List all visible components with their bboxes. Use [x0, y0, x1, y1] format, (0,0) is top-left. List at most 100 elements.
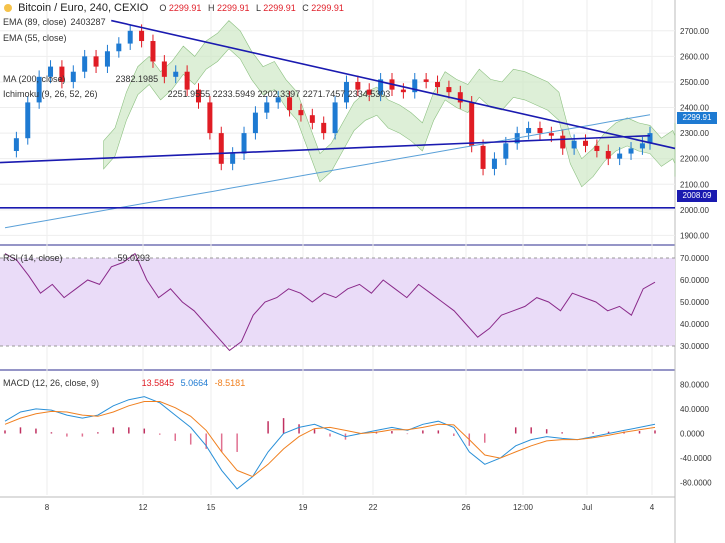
- candle-body: [104, 51, 110, 67]
- x-tick-label: 12: [139, 503, 148, 512]
- axes: 8 12 15 19 22 26 12:00 Jul 4 1900.00 2000.00 2100.0…: [45, 27, 712, 512]
- y-tick-label: 2600.00: [680, 52, 709, 61]
- candle-body: [560, 135, 566, 149]
- candle-body: [639, 143, 645, 149]
- candle-body: [446, 87, 452, 93]
- rsi-line: [4, 252, 656, 352]
- candle-body: [480, 145, 486, 169]
- candle-body: [491, 158, 497, 169]
- candle-body: [218, 133, 224, 164]
- candle-body: [173, 71, 179, 77]
- rsi-y-tick-label: 30.0000: [680, 342, 709, 351]
- candle-body: [647, 133, 653, 144]
- last-price-tag: 2299.91: [677, 112, 717, 124]
- macd-pane[interactable]: [4, 396, 656, 490]
- ohlc-readout: O 2299.91 H 2299.91 L 2299.91 C 2299.91: [159, 3, 344, 13]
- y-tick-label: 1900.00: [680, 231, 709, 240]
- candle-body: [161, 61, 167, 77]
- candle-body: [617, 153, 623, 159]
- legend-ichimoku[interactable]: Ichimoku (9, 26, 52, 26) 2251.9555 2233.5…: [3, 89, 391, 99]
- x-tick-label: 15: [207, 503, 216, 512]
- candle-body: [343, 81, 349, 103]
- macd-line: [4, 396, 656, 490]
- rsi-y-tick-label: 50.0000: [680, 298, 709, 307]
- candle-body: [287, 97, 293, 111]
- legend-rsi[interactable]: RSI (14, close) 59.0293: [3, 253, 151, 263]
- candle-body: [70, 71, 76, 82]
- candle-body: [526, 127, 532, 134]
- symbol-status-icon: [4, 4, 12, 13]
- ichimoku-cloud: [103, 20, 676, 188]
- trendline-descending: [111, 19, 676, 150]
- x-tick-label: 19: [299, 503, 308, 512]
- candle-body: [93, 56, 99, 67]
- x-tick-label: 26: [462, 503, 471, 512]
- y-tick-label: 2200.00: [680, 155, 709, 164]
- candle-body: [252, 112, 258, 134]
- candle-body: [571, 140, 577, 149]
- price-pane[interactable]: [0, 19, 676, 229]
- candle-body: [583, 140, 588, 146]
- candle-body: [13, 138, 19, 152]
- macd-y-tick-label: 40.0000: [680, 405, 709, 414]
- candle-body: [355, 81, 361, 90]
- y-tick-label: 2000.00: [680, 206, 709, 215]
- macd-y-tick-label: 80.0000: [680, 380, 709, 389]
- legend-ma200[interactable]: MA (200, close) 2382.1985: [3, 74, 159, 84]
- candle-body: [207, 102, 213, 134]
- candle-body: [332, 102, 338, 134]
- macd-y-tick-label: -40.0000: [680, 454, 712, 463]
- candle-body: [127, 30, 133, 44]
- ma200-line: [4, 114, 651, 229]
- rsi-y-tick-label: 60.0000: [680, 276, 709, 285]
- candle-body: [184, 71, 190, 90]
- chart-header: Bitcoin / Euro, 240, CEXIO O 2299.91 H 2…: [4, 2, 348, 14]
- candle-body: [139, 30, 145, 42]
- y-tick-label: 2300.00: [680, 129, 709, 138]
- candle-body: [275, 97, 281, 103]
- candle-body: [48, 66, 54, 77]
- candle-body: [366, 89, 372, 95]
- candle-body: [309, 115, 315, 123]
- candle-body: [423, 79, 429, 82]
- legend-ema55[interactable]: EMA (55, close): [3, 33, 67, 43]
- candle-body: [400, 89, 406, 93]
- candle-body: [82, 56, 88, 72]
- symbol-title[interactable]: Bitcoin / Euro, 240, CEXIO: [18, 2, 149, 14]
- macd-signal-line: [4, 401, 656, 478]
- y-tick-label: 2100.00: [680, 180, 709, 189]
- x-tick-label: 8: [45, 503, 50, 512]
- trendline-ascending: [0, 134, 651, 164]
- x-tick-label: 4: [650, 503, 655, 512]
- legend-macd[interactable]: MACD (12, 26, close, 9) 13.5845 5.0664 -…: [3, 378, 246, 388]
- macd-y-tick-label: 0.0000: [680, 430, 705, 439]
- macd-y-tick-label: -80.0000: [680, 479, 712, 488]
- candle-body: [150, 41, 156, 62]
- candle-body: [25, 102, 31, 139]
- rsi-y-tick-label: 70.0000: [680, 254, 709, 263]
- y-tick-label: 2400.00: [680, 104, 709, 113]
- candle-body: [241, 133, 247, 154]
- candle-body: [378, 79, 384, 95]
- y-tick-label: 2500.00: [680, 78, 709, 87]
- x-tick-label: 22: [369, 503, 378, 512]
- x-tick-label: 12:00: [513, 503, 534, 512]
- candle-body: [59, 66, 65, 82]
- support-price-tag: 2008.09: [677, 190, 717, 202]
- candle-body: [469, 102, 475, 146]
- candle-body: [628, 148, 634, 154]
- candle-body: [594, 145, 600, 152]
- rsi-band: [0, 258, 675, 346]
- candle-body: [435, 81, 441, 88]
- rsi-pane[interactable]: [0, 252, 675, 352]
- candle-body: [230, 153, 236, 164]
- candle-body: [503, 143, 509, 159]
- candle-body: [605, 151, 611, 159]
- candle-body: [457, 92, 463, 103]
- y-tick-label: 2700.00: [680, 27, 709, 36]
- candle-body: [537, 127, 543, 134]
- candle-body: [116, 43, 122, 52]
- legend-ema89[interactable]: EMA (89, close) 2403287: [3, 17, 106, 27]
- candle-body: [196, 89, 201, 103]
